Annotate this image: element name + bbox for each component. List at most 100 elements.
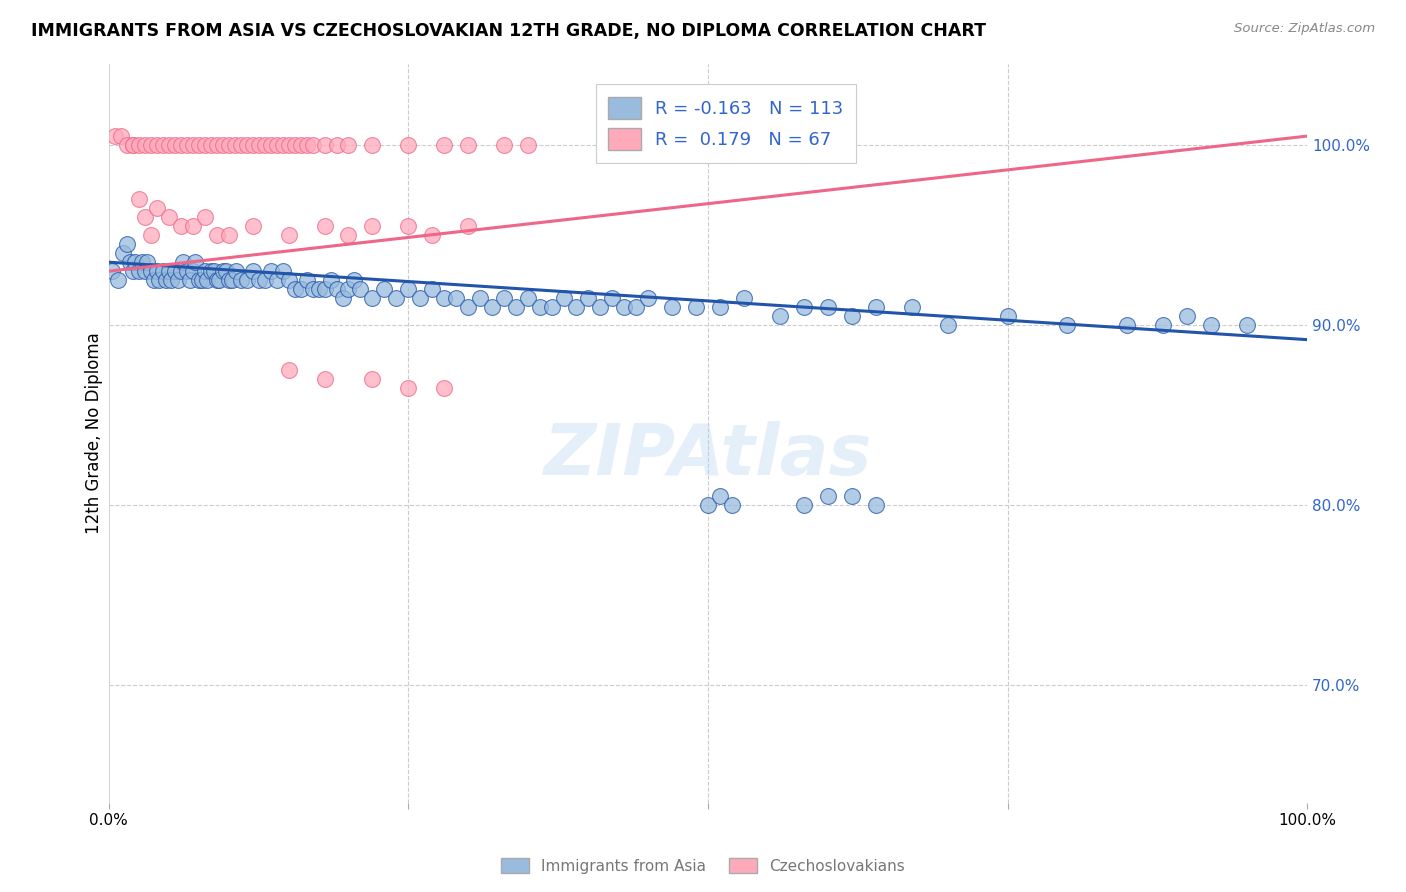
Point: [134, 138, 156, 153]
Point: [685, 300, 707, 314]
Point: [218, 273, 240, 287]
Point: [172, 255, 194, 269]
Point: [170, 138, 193, 153]
Point: [470, 291, 492, 305]
Point: [128, 264, 150, 278]
Point: [505, 300, 527, 314]
Point: [769, 310, 792, 324]
Point: [155, 273, 177, 287]
Y-axis label: 12th Grade, No Diploma: 12th Grade, No Diploma: [86, 333, 103, 534]
Point: [277, 273, 299, 287]
Point: [115, 138, 138, 153]
Point: [101, 264, 124, 278]
Point: [167, 273, 190, 287]
Point: [179, 273, 201, 287]
Point: [225, 264, 247, 278]
Point: [221, 273, 243, 287]
Point: [211, 264, 233, 278]
Point: [361, 372, 384, 386]
Point: [565, 300, 588, 314]
Point: [187, 138, 209, 153]
Point: [396, 219, 419, 234]
Point: [170, 264, 193, 278]
Point: [121, 138, 143, 153]
Point: [332, 291, 354, 305]
Point: [112, 246, 135, 260]
Point: [242, 138, 264, 153]
Point: [181, 264, 204, 278]
Point: [200, 138, 222, 153]
Point: [115, 237, 138, 252]
Point: [396, 282, 419, 296]
Point: [121, 264, 143, 278]
Point: [277, 138, 299, 153]
Point: [200, 264, 222, 278]
Point: [637, 291, 659, 305]
Point: [409, 291, 432, 305]
Point: [134, 264, 156, 278]
Point: [433, 138, 456, 153]
Point: [146, 264, 169, 278]
Point: [224, 138, 246, 153]
Point: [107, 273, 129, 287]
Point: [259, 264, 281, 278]
Point: [308, 282, 330, 296]
Point: [529, 300, 551, 314]
Point: [176, 264, 198, 278]
Point: [104, 129, 127, 144]
Point: [301, 138, 323, 153]
Point: [277, 363, 299, 377]
Text: IMMIGRANTS FROM ASIA VS CZECHOSLOVAKIAN 12TH GRADE, NO DIPLOMA CORRELATION CHART: IMMIGRANTS FROM ASIA VS CZECHOSLOVAKIAN …: [31, 22, 986, 40]
Point: [541, 300, 564, 314]
Point: [143, 273, 166, 287]
Point: [152, 138, 174, 153]
Point: [229, 273, 252, 287]
Point: [433, 381, 456, 395]
Text: ZIPAtlas: ZIPAtlas: [544, 421, 872, 490]
Point: [301, 282, 323, 296]
Point: [170, 219, 193, 234]
Point: [733, 291, 755, 305]
Point: [266, 273, 288, 287]
Point: [422, 228, 444, 243]
Point: [1152, 318, 1174, 333]
Point: [290, 282, 312, 296]
Point: [139, 228, 162, 243]
Point: [433, 291, 456, 305]
Point: [1199, 318, 1222, 333]
Point: [247, 273, 270, 287]
Point: [229, 138, 252, 153]
Point: [194, 138, 217, 153]
Point: [361, 291, 384, 305]
Point: [259, 138, 281, 153]
Point: [1175, 310, 1198, 324]
Point: [128, 138, 150, 153]
Legend: R = -0.163   N = 113, R =  0.179   N = 67: R = -0.163 N = 113, R = 0.179 N = 67: [596, 84, 856, 162]
Point: [936, 318, 959, 333]
Point: [205, 273, 228, 287]
Point: [841, 310, 863, 324]
Point: [494, 291, 516, 305]
Point: [325, 282, 347, 296]
Point: [218, 138, 240, 153]
Point: [121, 138, 143, 153]
Point: [157, 138, 180, 153]
Point: [218, 228, 240, 243]
Point: [242, 264, 264, 278]
Point: [709, 300, 731, 314]
Point: [349, 282, 371, 296]
Point: [148, 273, 170, 287]
Point: [396, 138, 419, 153]
Point: [361, 219, 384, 234]
Point: [181, 138, 204, 153]
Point: [163, 138, 186, 153]
Point: [124, 255, 146, 269]
Point: [576, 291, 599, 305]
Point: [139, 264, 162, 278]
Point: [517, 291, 540, 305]
Point: [1236, 318, 1258, 333]
Point: [793, 499, 815, 513]
Point: [721, 499, 744, 513]
Point: [900, 300, 922, 314]
Point: [266, 138, 288, 153]
